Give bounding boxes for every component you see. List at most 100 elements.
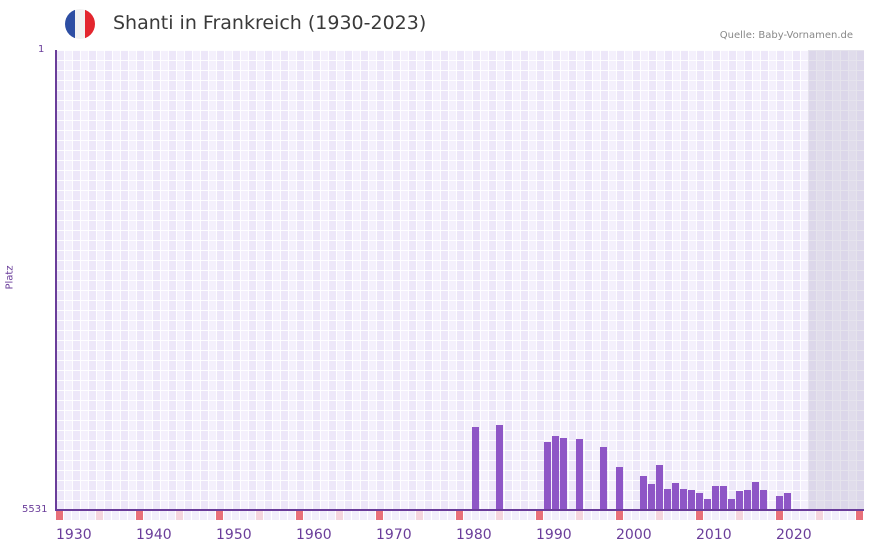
year-marker [424, 511, 431, 520]
year-marker [328, 511, 335, 520]
year-marker [816, 511, 823, 520]
year-marker [400, 511, 407, 520]
year-marker [216, 511, 223, 520]
year-marker [264, 511, 271, 520]
year-marker [512, 511, 519, 520]
year-marker [584, 511, 591, 520]
bar-2010[interactable] [696, 493, 703, 510]
year-marker [376, 511, 383, 520]
bar-1995[interactable] [576, 438, 583, 510]
x-tick-1970: 1970 [376, 527, 412, 543]
y-axis-title: Platz [4, 265, 16, 290]
year-marker [752, 511, 759, 520]
year-marker [744, 511, 751, 520]
year-marker [440, 511, 447, 520]
year-marker [696, 511, 703, 520]
year-marker [296, 511, 303, 520]
chart-title: Shanti in Frankreich (1930-2023) [113, 12, 427, 34]
bar-2015[interactable] [736, 491, 743, 510]
bar-2006[interactable] [664, 489, 671, 510]
bar-2011[interactable] [704, 499, 711, 510]
year-marker [352, 511, 359, 520]
year-marker [88, 511, 95, 520]
year-marker [768, 511, 775, 520]
bar-2003[interactable] [640, 475, 647, 510]
year-marker [624, 511, 631, 520]
year-marker [480, 511, 487, 520]
year-marker [360, 511, 367, 520]
year-marker [168, 511, 175, 520]
year-marker [632, 511, 639, 520]
bar-2000[interactable] [616, 467, 623, 510]
year-marker [448, 511, 455, 520]
year-marker [192, 511, 199, 520]
plot-area [56, 50, 864, 510]
y-tick-top: 1 [38, 44, 45, 55]
year-marker [464, 511, 471, 520]
year-marker [536, 511, 543, 520]
year-marker [320, 511, 327, 520]
y-axis-line [55, 50, 57, 511]
bar-2005[interactable] [656, 465, 663, 510]
year-marker [112, 511, 119, 520]
bar-2012[interactable] [712, 485, 719, 510]
bar-2009[interactable] [688, 490, 695, 510]
year-marker [720, 511, 727, 520]
year-marker [712, 511, 719, 520]
year-marker [304, 511, 311, 520]
year-marker [520, 511, 527, 520]
year-marker [832, 511, 839, 520]
bar-2013[interactable] [720, 485, 727, 510]
year-marker [648, 511, 655, 520]
year-marker [96, 511, 103, 520]
bar-2020[interactable] [776, 496, 783, 510]
year-marker [528, 511, 535, 520]
bar-1993[interactable] [560, 437, 567, 510]
x-tick-1960: 1960 [296, 527, 332, 543]
year-marker [80, 511, 87, 520]
year-marker [680, 511, 687, 520]
bar-2014[interactable] [728, 499, 735, 510]
year-marker [800, 511, 807, 520]
x-tick-2020: 2020 [776, 527, 812, 543]
bar-1998[interactable] [600, 447, 607, 510]
year-marker [600, 511, 607, 520]
year-marker [496, 511, 503, 520]
year-marker [656, 511, 663, 520]
bar-1985[interactable] [496, 425, 503, 510]
year-marker [576, 511, 583, 520]
x-tick-2000: 2000 [616, 527, 652, 543]
bar-1992[interactable] [552, 435, 559, 510]
year-marker [616, 511, 623, 520]
bar-2004[interactable] [648, 483, 655, 510]
flag-blue [65, 9, 75, 39]
year-marker [248, 511, 255, 520]
bar-2017[interactable] [752, 481, 759, 510]
bar-2016[interactable] [744, 490, 751, 510]
year-marker [104, 511, 111, 520]
year-marker [272, 511, 279, 520]
bar-2018[interactable] [760, 490, 767, 510]
year-marker [144, 511, 151, 520]
year-marker [704, 511, 711, 520]
bar-2021[interactable] [784, 493, 791, 510]
x-axis-line [56, 509, 864, 511]
year-marker [568, 511, 575, 520]
year-marker [840, 511, 847, 520]
bar-2008[interactable] [680, 489, 687, 510]
year-marker [824, 511, 831, 520]
flag-red [85, 9, 95, 39]
year-marker [688, 511, 695, 520]
year-marker [344, 511, 351, 520]
bar-1982[interactable] [472, 426, 479, 510]
year-marker [224, 511, 231, 520]
year-marker [368, 511, 375, 520]
year-marker [312, 511, 319, 520]
year-marker [56, 511, 63, 520]
year-marker [384, 511, 391, 520]
year-markers [56, 511, 864, 520]
year-marker [640, 511, 647, 520]
bar-2007[interactable] [672, 482, 679, 510]
x-tick-1940: 1940 [136, 527, 172, 543]
bar-1991[interactable] [544, 442, 551, 510]
